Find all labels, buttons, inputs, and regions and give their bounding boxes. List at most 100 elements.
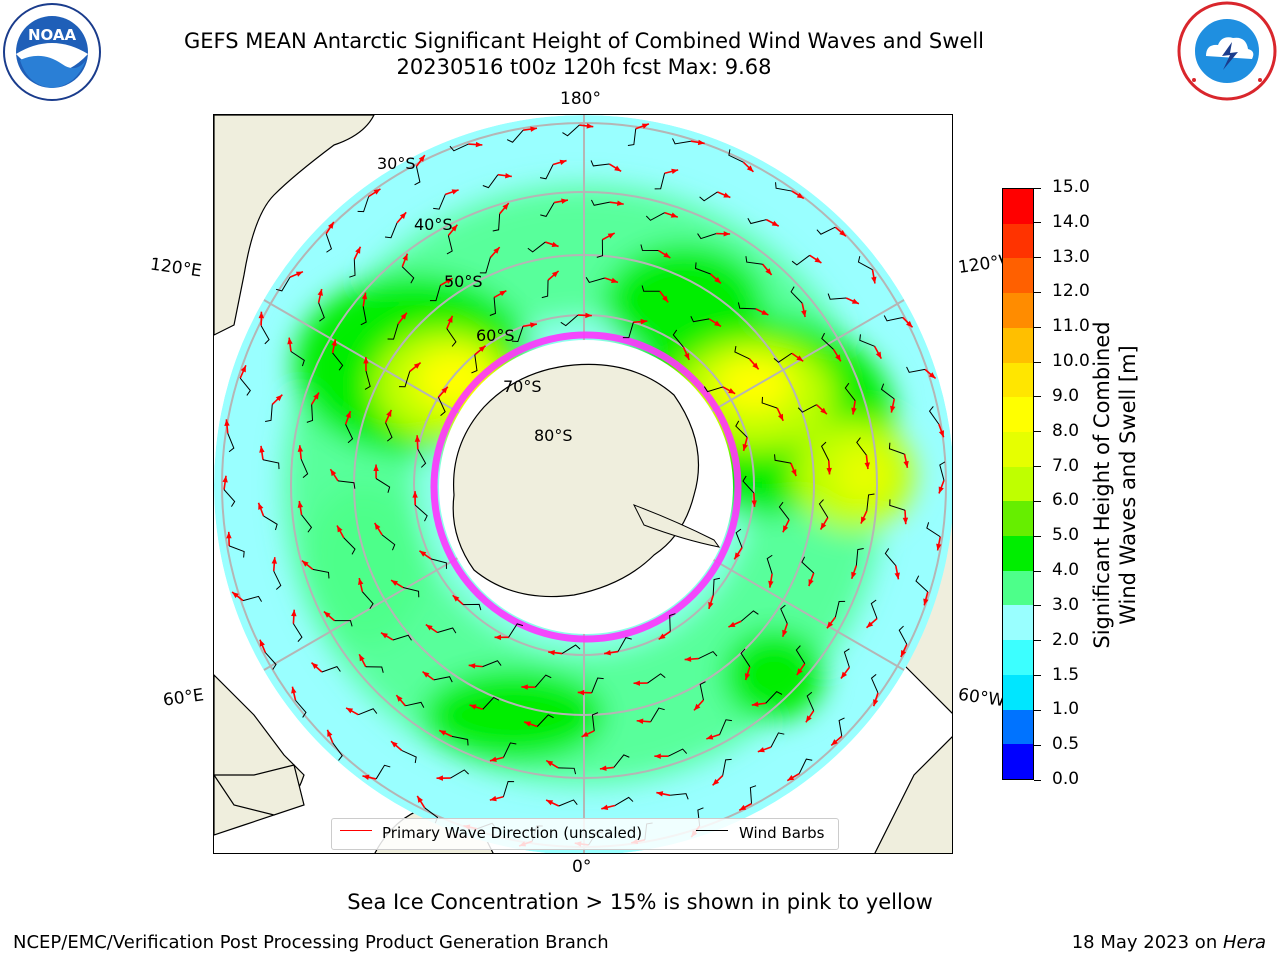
wave-arrow-head [746, 165, 754, 172]
wind-barb [401, 749, 417, 764]
wave-arrow-head [373, 188, 381, 195]
wave-arrow-head [402, 253, 408, 261]
colorbar-tick-mark [1034, 291, 1041, 293]
wind-barb [843, 648, 850, 668]
wind-barb [429, 285, 441, 302]
wave-arrow-head [291, 686, 297, 694]
polar-map: 30°S 40°S 50°S 60°S 70°S 80°S [214, 115, 952, 853]
colorbar-tick-label: 13.0 [1052, 246, 1090, 267]
lat-label-40s: 40°S [414, 215, 453, 234]
wave-arrow-head [771, 220, 779, 227]
wave-arrow-head [546, 760, 554, 767]
colorbar-tick-label: 3.0 [1052, 594, 1080, 615]
wave-arrow-head [505, 172, 512, 179]
wave-arrow-head [559, 159, 567, 165]
wave-arrow-head [765, 268, 772, 275]
wind-barb [337, 480, 356, 489]
colorbar-cell [1003, 674, 1033, 710]
wind-barb [345, 424, 354, 444]
wave-arrow-head [670, 212, 678, 218]
lon-label-60e: 60°E [161, 685, 206, 711]
wind-barb [433, 676, 453, 683]
wind-barb [321, 665, 341, 673]
lat-label-50s: 50°S [444, 272, 483, 291]
wind-barbs-legend-swatch [696, 830, 728, 831]
wave-arrow-head [414, 435, 421, 442]
colorbar-tick-mark [1034, 187, 1041, 189]
wave-arrow-head [796, 355, 804, 362]
wind-barb [384, 222, 398, 239]
colorbar-title-line1: Significant Height of Combined [1090, 321, 1114, 649]
wind-barb [262, 459, 280, 470]
wave-arrow-head [577, 689, 585, 696]
south-america-south-land [874, 736, 952, 853]
wave-arrow-head [259, 445, 265, 453]
wave-arrow-head [599, 765, 607, 771]
colorbar-tick-mark [1034, 257, 1041, 259]
svg-text:NOAA: NOAA [28, 26, 77, 44]
wind-barb [260, 325, 270, 345]
wind-barb [437, 397, 446, 417]
date-label: 18 May 2023 on [1071, 932, 1223, 953]
wave-arrow-head [923, 598, 929, 606]
wind-barb [503, 742, 517, 758]
wave-arrow-head [826, 621, 834, 629]
wind-barb [591, 712, 599, 731]
wind-barb [745, 256, 763, 265]
wind-barb [511, 326, 524, 342]
wave-arrow-head [581, 731, 589, 737]
wave-arrow-head [757, 747, 765, 753]
australia-land [214, 115, 375, 336]
wave-arrow-head [604, 649, 611, 656]
colorbar-tick-label: 4.0 [1052, 560, 1080, 581]
wave-arrow-head [561, 198, 568, 204]
wind-barb [433, 194, 446, 210]
wave-arrow-head [297, 501, 304, 508]
wave-arrow-head [791, 469, 797, 477]
wave-arrow-head [546, 800, 554, 806]
wind-barb [699, 681, 706, 701]
antarctic-peninsula [632, 504, 721, 548]
wave-arrow-head [839, 229, 846, 237]
wind-barb [870, 674, 879, 694]
wind-barb [740, 610, 759, 622]
wind-barb [690, 316, 710, 323]
wind-barb [740, 648, 751, 667]
date-text: 18 May 2023 on Hera [1072, 932, 1266, 953]
wave-arrow-head [337, 525, 343, 533]
wave-arrow-head [751, 500, 757, 507]
wave-arrow-head [728, 621, 736, 628]
wave-arrow-head [363, 356, 369, 364]
wave-arrow-head [723, 231, 731, 237]
wind-barb [405, 701, 425, 708]
wave-arrow-head [323, 611, 331, 618]
wave-arrow-head [831, 739, 838, 746]
wind-barb [306, 404, 314, 423]
wave-arrow-head [938, 430, 944, 438]
wave-arrow-head [768, 580, 774, 588]
wave-arrow-head [362, 774, 370, 780]
wave-arrow-head [820, 407, 827, 415]
wave-arrow-head [224, 419, 230, 426]
wind-barb [414, 166, 421, 186]
wind-barb [737, 302, 756, 310]
wave-arrow-head [551, 241, 559, 248]
wave-arrow-head [808, 579, 814, 587]
wind-barb [698, 650, 718, 660]
wind-barb [223, 489, 236, 507]
wind-barb [928, 406, 940, 425]
wind-barb [818, 499, 829, 518]
wave-arrow-head [311, 662, 319, 669]
wind-barb [617, 637, 632, 652]
wave-arrow-head [714, 277, 721, 284]
wind-barb [888, 442, 905, 455]
wave-arrow-head [761, 309, 769, 315]
wave-arrow-head [633, 680, 641, 686]
wind-barb [325, 233, 333, 253]
wave-arrow-head [801, 310, 807, 317]
wave-arrow-head [585, 312, 592, 319]
wave-arrow-head [782, 629, 788, 637]
wind-barb [627, 128, 637, 147]
wind-barb [735, 528, 743, 548]
wind-barb [766, 554, 773, 574]
